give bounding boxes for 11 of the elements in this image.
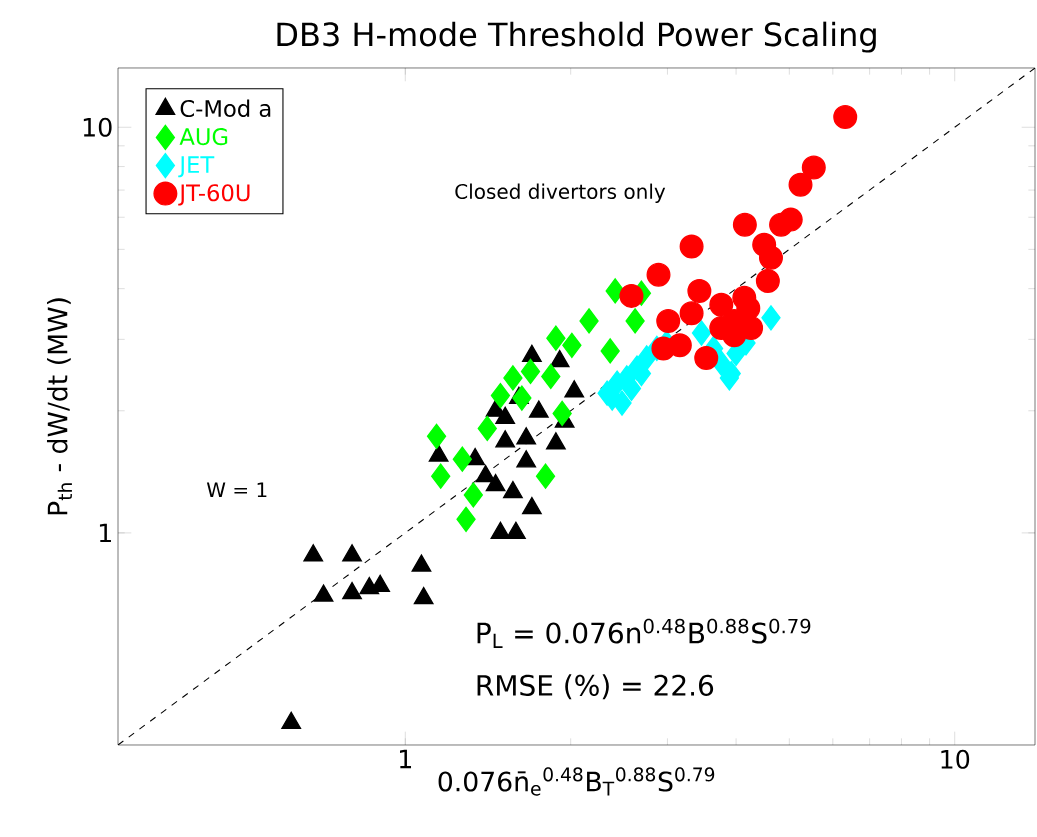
legend-label: JT-60U	[178, 184, 250, 206]
annotation: W = 1	[206, 482, 267, 498]
legend-label: C-Mod a	[180, 99, 271, 118]
annotation: P$_{L}$ = 0.076n$^{0.48}$B$^{0.88}$S$^{0.79}$	[477, 618, 811, 648]
y-axis-title: P$_{th}$ - dW/dt (MW)	[46, 298, 72, 515]
chart-title: DB3 H-mode Threshold Power Scaling	[277, 21, 876, 53]
legend-label: JET	[178, 156, 215, 178]
annotation: Closed divertors only	[455, 183, 666, 203]
x-axis-title: 0.076n̄$_{e}$$^{0.48}$B$_{T}$$^{0.88}$S$^{0.79}$	[438, 767, 715, 796]
legend-label: AUG	[179, 128, 228, 146]
annotation: RMSE (%) = 22.6	[477, 674, 714, 700]
